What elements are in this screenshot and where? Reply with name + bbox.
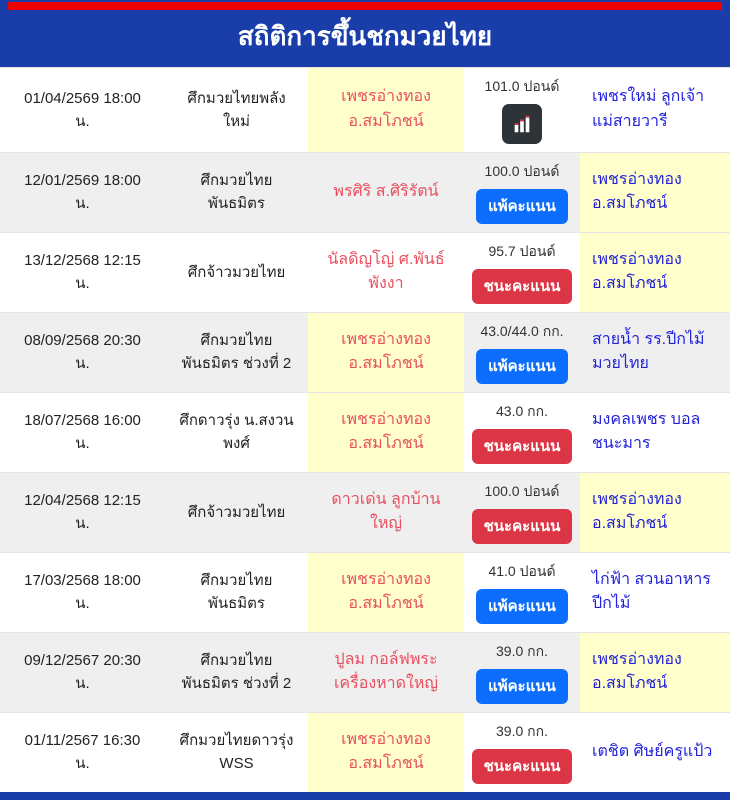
- stats-chart-button[interactable]: [502, 103, 542, 144]
- fight-datetime: 13/12/2568 12:15 น.: [24, 252, 141, 293]
- result-badge: แพ้คะแนน: [476, 588, 568, 624]
- red-corner-fighter[interactable]: เพชรอ่างทอง อ.สมโภชน์: [308, 712, 464, 792]
- weight-label: 43.0 กก.: [496, 402, 548, 419]
- blue-corner-fighter[interactable]: เพชรอ่างทอง อ.สมโภชน์: [580, 232, 730, 312]
- weight-label: 100.0 ปอนด์: [484, 162, 560, 179]
- event-name: ศึกมวยไทยพลังใหม่: [187, 89, 286, 131]
- red-corner-fighter[interactable]: เพชรอ่างทอง อ.สมโภชน์: [308, 312, 464, 392]
- fight-table: 01/04/2569 18:00 น. ศึกมวยไทยพลังใหม่ เพ…: [0, 67, 730, 792]
- page-title: สถิติการขึ้นชกมวยไทย: [237, 21, 493, 51]
- fight-datetime: 01/11/2567 16:30 น.: [24, 732, 141, 773]
- fight-datetime: 17/03/2568 18:00 น.: [24, 572, 141, 613]
- blue-corner-fighter[interactable]: มงคลเพชร บอลชนะมาร: [592, 410, 701, 453]
- event-name: ศึกมวยไทยดาวรุ่ง WSS: [179, 732, 294, 773]
- red-corner-fighter[interactable]: พรศิริ ส.ศิริรัตน์: [333, 182, 439, 200]
- result-badge: แพ้คะแนน: [476, 348, 568, 384]
- result-cell: 95.7 ปอนด์ ชนะคะแนน: [464, 233, 580, 312]
- weight-label: 100.0 ปอนด์: [484, 482, 560, 499]
- fight-row: 17/03/2568 18:00 น. ศึกมวยไทยพันธมิตร เพ…: [0, 551, 730, 632]
- bar-chart-icon: [511, 113, 533, 135]
- weight-label: 39.0 กก.: [496, 722, 548, 739]
- blue-corner-fighter[interactable]: สายน้ำ รร.ปีกไม้มวยไทย: [592, 330, 705, 373]
- red-corner-fighter[interactable]: ปูลม กอล์ฟพระเครื่องหาดใหญ่: [333, 650, 439, 693]
- weight-label: 41.0 ปอนด์: [488, 562, 556, 579]
- footer-blue-bar: [0, 791, 730, 800]
- result-badge: ชนะคะแนน: [471, 748, 573, 784]
- blue-corner-fighter[interactable]: เพชรใหม่ ลูกเจ้าแม่สายวารี: [592, 88, 705, 131]
- red-corner-fighter[interactable]: เพชรอ่างทอง อ.สมโภชน์: [308, 552, 464, 632]
- result-cell: 101.0 ปอนด์: [464, 68, 580, 152]
- blue-corner-fighter[interactable]: เพชรอ่างทอง อ.สมโภชน์: [580, 152, 730, 232]
- result-cell: 41.0 ปอนด์ แพ้คะแนน: [464, 553, 580, 632]
- fight-row: 18/07/2568 16:00 น. ศึกดาวรุ่ง น.สงวนพงศ…: [0, 391, 730, 472]
- event-name: ศึกจ้าวมวยไทย: [187, 263, 286, 281]
- blue-corner-fighter[interactable]: ไก่ฟ้า สวนอาหารปีกไม้: [592, 570, 711, 613]
- result-cell: 100.0 ปอนด์ ชนะคะแนน: [464, 473, 580, 552]
- red-corner-fighter[interactable]: เพชรอ่างทอง อ.สมโภชน์: [308, 68, 464, 152]
- result-badge: แพ้คะแนน: [476, 188, 568, 224]
- event-name: ศึกมวยไทยพันธมิตร: [200, 172, 273, 213]
- fight-row: 01/04/2569 18:00 น. ศึกมวยไทยพลังใหม่ เพ…: [0, 67, 730, 152]
- fight-datetime: 12/04/2568 12:15 น.: [24, 492, 141, 533]
- weight-label: 43.0/44.0 กก.: [480, 322, 564, 339]
- result-cell: 100.0 ปอนด์ แพ้คะแนน: [464, 153, 580, 232]
- fight-datetime: 12/01/2569 18:00 น.: [24, 172, 141, 213]
- event-name: ศึกมวยไทยพันธมิตร ช่วงที่ 2: [181, 332, 292, 373]
- event-name: ศึกจ้าวมวยไทย: [187, 503, 286, 521]
- red-corner-fighter[interactable]: ดาวเด่น ลูกบ้านใหญ่: [331, 490, 441, 533]
- fight-row: 09/12/2567 20:30 น. ศึกมวยไทยพันธมิตร ช่…: [0, 631, 730, 712]
- blue-corner-fighter[interactable]: เพชรอ่างทอง อ.สมโภชน์: [580, 472, 730, 552]
- fight-datetime: 08/09/2568 20:30 น.: [24, 332, 141, 373]
- fight-datetime: 01/04/2569 18:00 น.: [24, 89, 141, 131]
- weight-label: 95.7 ปอนด์: [488, 242, 556, 259]
- event-name: ศึกดาวรุ่ง น.สงวนพงศ์: [179, 412, 294, 453]
- result-cell: 43.0 กก. ชนะคะแนน: [464, 393, 580, 472]
- red-corner-fighter[interactable]: นัลดิญโญ่ ศ.พันธ์พังงา: [327, 250, 445, 293]
- event-name: ศึกมวยไทยพันธมิตร: [200, 572, 273, 613]
- top-red-bar: [8, 2, 722, 10]
- result-badge: ชนะคะแนน: [471, 428, 573, 464]
- fight-row: 12/01/2569 18:00 น. ศึกมวยไทยพันธมิตร พร…: [0, 151, 730, 232]
- fight-row: 12/04/2568 12:15 น. ศึกจ้าวมวยไทย ดาวเด่…: [0, 471, 730, 552]
- result-cell: 39.0 กก. แพ้คะแนน: [464, 633, 580, 712]
- result-cell: 43.0/44.0 กก. แพ้คะแนน: [464, 313, 580, 392]
- fight-row: 01/11/2567 16:30 น. ศึกมวยไทยดาวรุ่ง WSS…: [0, 711, 730, 792]
- page-header: สถิติการขึ้นชกมวยไทย: [0, 0, 730, 68]
- result-cell: 39.0 กก. ชนะคะแนน: [464, 713, 580, 792]
- fight-datetime: 18/07/2568 16:00 น.: [24, 412, 141, 453]
- result-badge: ชนะคะแนน: [471, 268, 573, 304]
- weight-label: 39.0 กก.: [496, 642, 548, 659]
- fight-row: 08/09/2568 20:30 น. ศึกมวยไทยพันธมิตร ช่…: [0, 311, 730, 392]
- weight-label: 101.0 ปอนด์: [484, 78, 560, 95]
- fight-row: 13/12/2568 12:15 น. ศึกจ้าวมวยไทย นัลดิญ…: [0, 231, 730, 312]
- result-badge: ชนะคะแนน: [471, 508, 573, 544]
- result-badge: แพ้คะแนน: [476, 668, 568, 704]
- event-name: ศึกมวยไทยพันธมิตร ช่วงที่ 2: [181, 652, 292, 693]
- red-corner-fighter[interactable]: เพชรอ่างทอง อ.สมโภชน์: [308, 392, 464, 472]
- blue-corner-fighter[interactable]: เตชิต ศิษย์ครูแป้ว: [592, 742, 713, 760]
- blue-corner-fighter[interactable]: เพชรอ่างทอง อ.สมโภชน์: [580, 632, 730, 712]
- fight-datetime: 09/12/2567 20:30 น.: [24, 652, 141, 693]
